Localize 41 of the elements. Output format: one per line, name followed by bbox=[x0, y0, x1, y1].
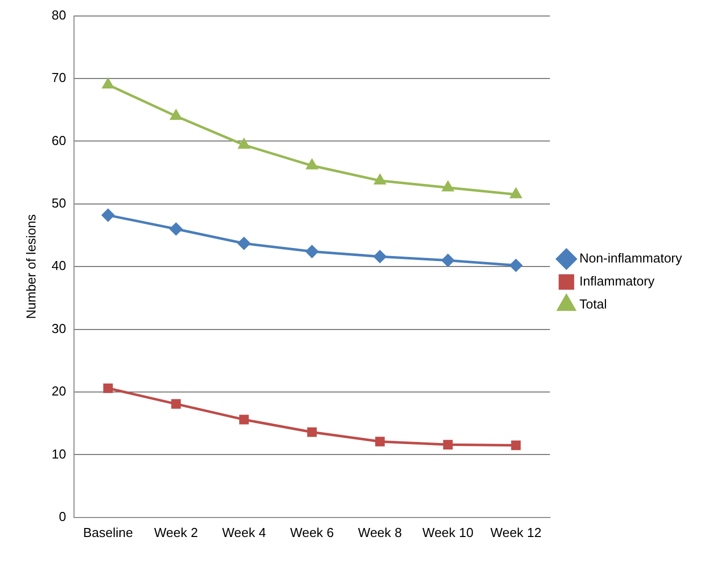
y-tick-label: 20 bbox=[52, 384, 66, 399]
point bbox=[238, 237, 250, 250]
y-axis-title: Number of lesions bbox=[23, 214, 38, 319]
y-tick-label: 0 bbox=[58, 508, 66, 524]
point bbox=[442, 181, 454, 192]
x-tick-label: Week 6 bbox=[290, 524, 334, 540]
point bbox=[171, 399, 181, 409]
point bbox=[374, 174, 386, 184]
point bbox=[375, 436, 385, 446]
y-tick-label: 80 bbox=[52, 7, 66, 22]
point bbox=[102, 78, 114, 89]
point bbox=[442, 254, 454, 267]
legend-label: Inflammatory bbox=[579, 274, 656, 289]
point bbox=[170, 110, 182, 120]
point bbox=[510, 188, 522, 198]
x-tick-label: Week 12 bbox=[490, 524, 542, 540]
legend-label: Total bbox=[579, 296, 607, 312]
y-tick-label: 60 bbox=[52, 132, 66, 148]
point bbox=[374, 250, 386, 263]
point bbox=[103, 383, 113, 394]
y-tick-label: 40 bbox=[52, 258, 66, 274]
point bbox=[238, 138, 250, 149]
point bbox=[239, 414, 249, 424]
x-tick-label: Week 4 bbox=[222, 524, 266, 540]
point bbox=[307, 427, 317, 437]
x-tick-label: Week 8 bbox=[358, 524, 402, 540]
point bbox=[102, 208, 114, 222]
y-tick-label: 50 bbox=[52, 195, 66, 210]
x-tick-label: Baseline bbox=[83, 524, 133, 540]
point bbox=[510, 259, 522, 272]
point bbox=[443, 440, 453, 450]
legend-label: Non-inflammatory bbox=[579, 250, 682, 266]
point bbox=[306, 159, 318, 170]
y-tick-label: 70 bbox=[52, 70, 66, 86]
x-tick-label: Week 10 bbox=[422, 524, 474, 540]
point bbox=[170, 222, 182, 236]
y-tick-label: 10 bbox=[52, 446, 66, 462]
x-tick-label: Week 2 bbox=[154, 524, 198, 540]
y-tick-label: 30 bbox=[52, 320, 66, 336]
point bbox=[306, 245, 318, 258]
point bbox=[511, 440, 521, 450]
